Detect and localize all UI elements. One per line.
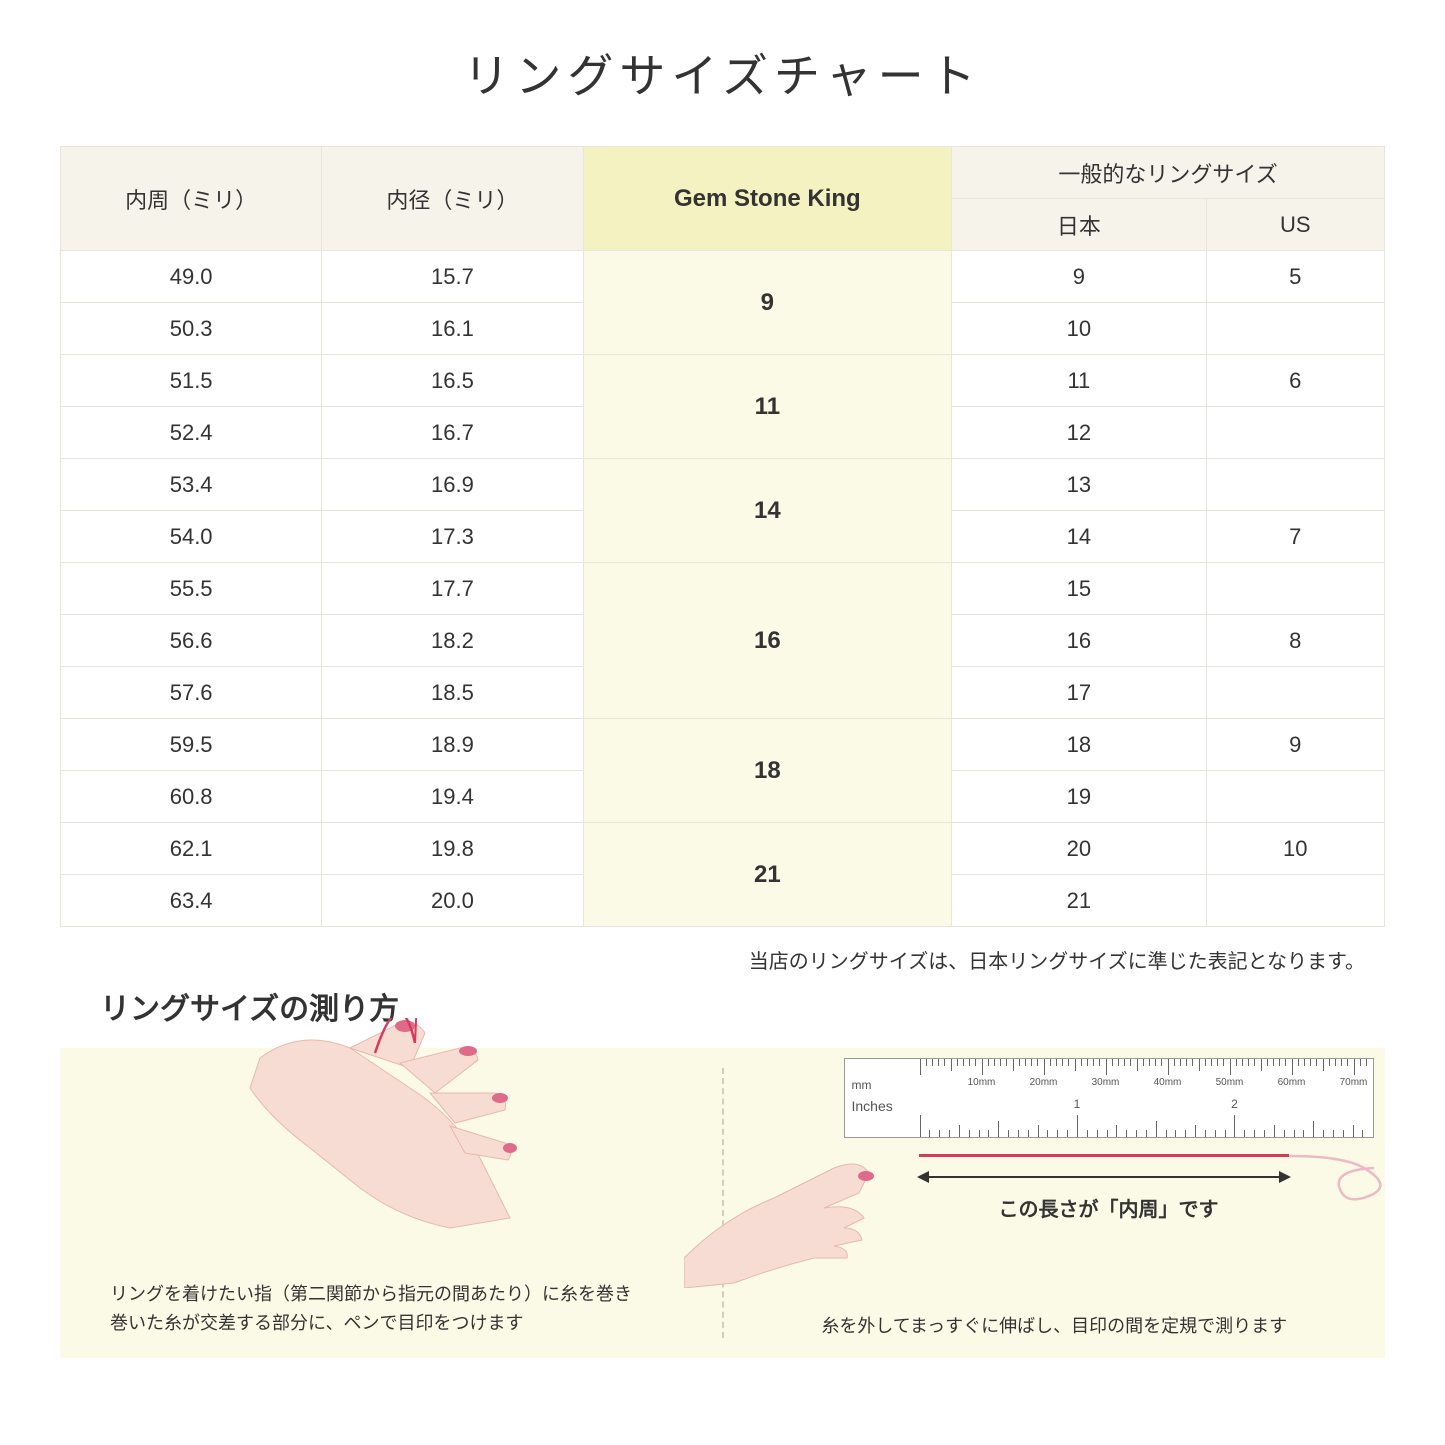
ring-size-table: 内周（ミリ） 内径（ミリ） Gem Stone King 一般的なリングサイズ … — [60, 146, 1385, 927]
table-note: 当店のリングサイズは、日本リングサイズに準じた表記となります。 — [60, 945, 1385, 974]
ruler-mm-label: mm — [852, 1078, 872, 1092]
col-general: 一般的なリングサイズ — [952, 147, 1385, 199]
cell-us: 9 — [1206, 719, 1384, 771]
cell-gsk: 21 — [583, 823, 952, 927]
cell-diameter: 18.2 — [322, 615, 583, 667]
table-row: 51.516.511116 — [61, 355, 1385, 407]
cell-diameter: 16.1 — [322, 303, 583, 355]
col-japan: 日本 — [952, 199, 1206, 251]
cell-circumference: 62.1 — [61, 823, 322, 875]
cell-japan: 12 — [952, 407, 1206, 459]
ruler-icon: 10mm20mm30mm40mm50mm60mm70mm12 — [844, 1058, 1374, 1138]
cell-japan: 21 — [952, 875, 1206, 927]
cell-circumference: 56.6 — [61, 615, 322, 667]
cell-diameter: 15.7 — [322, 251, 583, 303]
table-row: 53.416.91413 — [61, 459, 1385, 511]
cell-circumference: 57.6 — [61, 667, 322, 719]
cell-japan: 15 — [952, 563, 1206, 615]
table-row: 55.517.71615 — [61, 563, 1385, 615]
cell-circumference: 54.0 — [61, 511, 322, 563]
cell-us: 6 — [1206, 355, 1384, 407]
cell-us — [1206, 303, 1384, 355]
instruction-text-1: リングを着けたい指（第二関節から指元の間あたり）に糸を巻き巻いた糸が交差する部分… — [110, 1280, 672, 1338]
cell-japan: 10 — [952, 303, 1206, 355]
cell-japan: 19 — [952, 771, 1206, 823]
arrow-caption: この長さが「内周」です — [844, 1193, 1374, 1222]
cell-circumference: 50.3 — [61, 303, 322, 355]
cell-circumference: 51.5 — [61, 355, 322, 407]
measurement-arrow — [919, 1176, 1289, 1178]
cell-gsk: 9 — [583, 251, 952, 355]
thread-line — [919, 1154, 1289, 1157]
col-diameter: 内径（ミリ） — [322, 147, 583, 251]
col-circumference: 内周（ミリ） — [61, 147, 322, 251]
cell-circumference: 59.5 — [61, 719, 322, 771]
cell-us — [1206, 563, 1384, 615]
cell-diameter: 17.3 — [322, 511, 583, 563]
cell-diameter: 18.5 — [322, 667, 583, 719]
cell-japan: 17 — [952, 667, 1206, 719]
cell-us — [1206, 875, 1384, 927]
cell-us: 10 — [1206, 823, 1384, 875]
cell-japan: 9 — [952, 251, 1206, 303]
cell-diameter: 16.7 — [322, 407, 583, 459]
cell-circumference: 53.4 — [61, 459, 322, 511]
cell-circumference: 55.5 — [61, 563, 322, 615]
cell-us: 7 — [1206, 511, 1384, 563]
hand-wrap-thread-icon — [200, 1018, 560, 1238]
cell-diameter: 16.5 — [322, 355, 583, 407]
hand-holding-thread-icon — [684, 1128, 884, 1288]
cell-japan: 18 — [952, 719, 1206, 771]
cell-diameter: 18.9 — [322, 719, 583, 771]
table-row: 49.015.7995 — [61, 251, 1385, 303]
cell-us — [1206, 407, 1384, 459]
cell-gsk: 18 — [583, 719, 952, 823]
cell-us — [1206, 459, 1384, 511]
cell-circumference: 49.0 — [61, 251, 322, 303]
cell-circumference: 60.8 — [61, 771, 322, 823]
cell-gsk: 11 — [583, 355, 952, 459]
col-us: US — [1206, 199, 1384, 251]
instruction-step-2: 10mm20mm30mm40mm50mm60mm70mm12 mm Inches… — [724, 1048, 1386, 1358]
cell-japan: 13 — [952, 459, 1206, 511]
cell-diameter: 17.7 — [322, 563, 583, 615]
cell-japan: 14 — [952, 511, 1206, 563]
ruler-inches-label: Inches — [852, 1098, 893, 1114]
instructions-panel: リングを着けたい指（第二関節から指元の間あたり）に糸を巻き巻いた糸が交差する部分… — [60, 1048, 1385, 1358]
cell-gsk: 16 — [583, 563, 952, 719]
table-row: 62.119.8212010 — [61, 823, 1385, 875]
page-title: リングサイズチャート — [60, 40, 1385, 106]
cell-circumference: 63.4 — [61, 875, 322, 927]
cell-circumference: 52.4 — [61, 407, 322, 459]
cell-us: 8 — [1206, 615, 1384, 667]
cell-diameter: 19.8 — [322, 823, 583, 875]
instruction-step-1: リングを着けたい指（第二関節から指元の間あたり）に糸を巻き巻いた糸が交差する部分… — [60, 1048, 722, 1358]
cell-us — [1206, 771, 1384, 823]
cell-japan: 16 — [952, 615, 1206, 667]
table-row: 59.518.918189 — [61, 719, 1385, 771]
cell-japan: 20 — [952, 823, 1206, 875]
cell-diameter: 16.9 — [322, 459, 583, 511]
cell-diameter: 19.4 — [322, 771, 583, 823]
cell-diameter: 20.0 — [322, 875, 583, 927]
cell-us: 5 — [1206, 251, 1384, 303]
instruction-text-2: 糸を外してまっすぐに伸ばし、目印の間を定規で測ります — [724, 1312, 1386, 1338]
cell-japan: 11 — [952, 355, 1206, 407]
col-gsk: Gem Stone King — [583, 147, 952, 251]
cell-gsk: 14 — [583, 459, 952, 563]
cell-us — [1206, 667, 1384, 719]
